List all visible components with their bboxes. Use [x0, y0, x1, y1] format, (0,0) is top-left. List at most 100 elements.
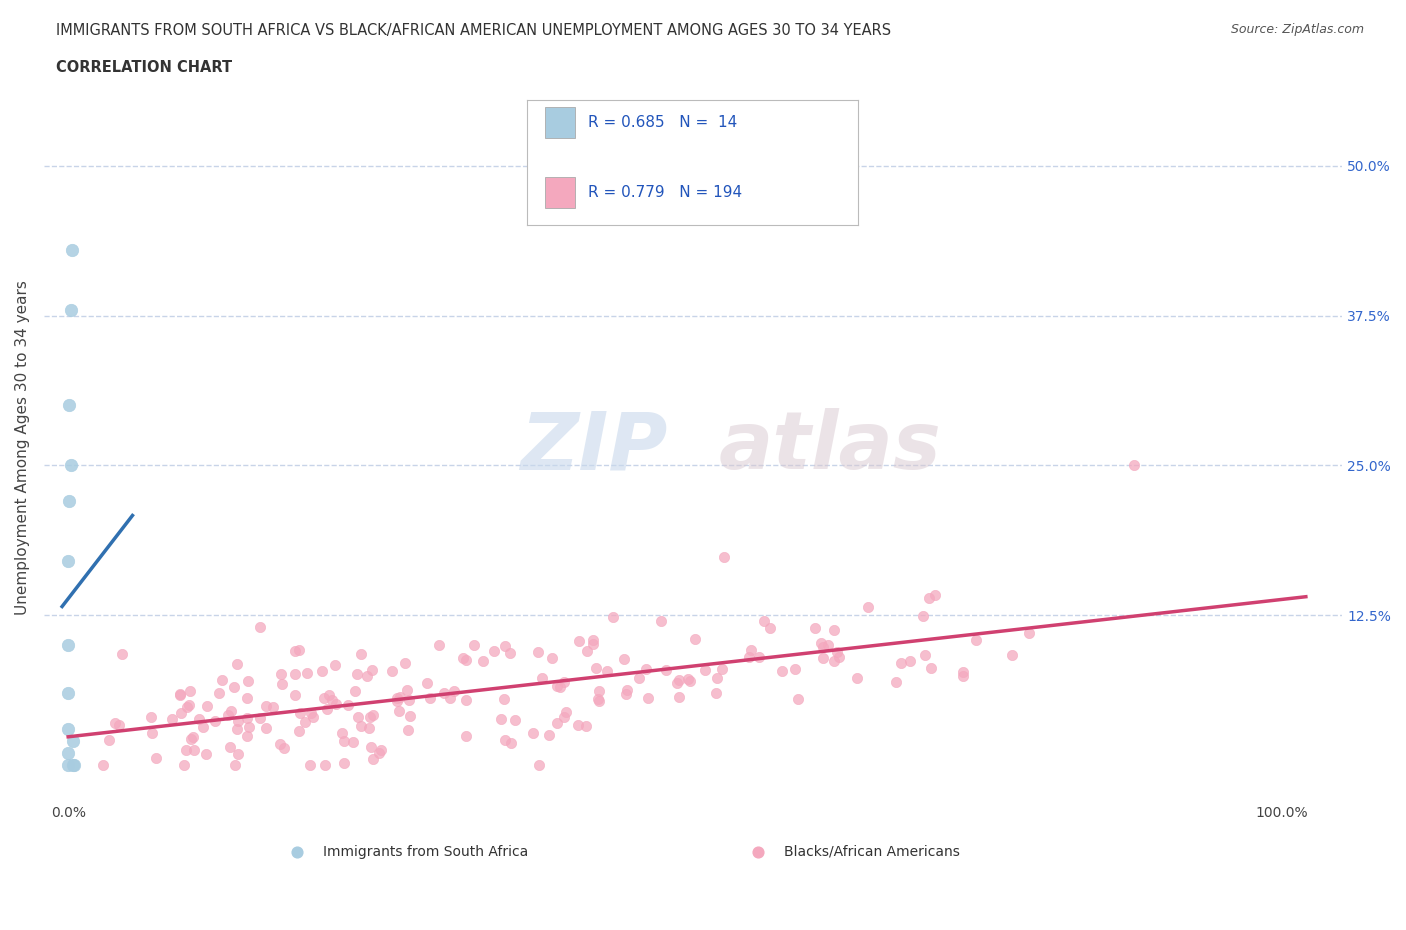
Point	[325, 697, 347, 711]
Point	[846, 671, 869, 686]
Point	[394, 656, 416, 671]
Point	[416, 676, 439, 691]
Text: R = 0.779   N = 194: R = 0.779 N = 194	[588, 185, 742, 200]
Point	[886, 674, 908, 689]
Point	[174, 742, 197, 757]
Point	[783, 661, 806, 676]
Point	[890, 656, 912, 671]
Point	[270, 667, 292, 682]
Point	[823, 653, 845, 668]
Point	[787, 692, 810, 707]
Point	[770, 664, 793, 679]
Point	[582, 636, 605, 651]
Point	[236, 711, 259, 726]
Point	[269, 737, 291, 751]
Point	[349, 647, 371, 662]
Point	[668, 689, 690, 704]
Point	[361, 707, 384, 722]
Point	[463, 638, 485, 653]
Point	[582, 632, 605, 647]
Point	[284, 667, 307, 682]
Point	[226, 747, 249, 762]
Point	[828, 650, 851, 665]
Point	[333, 734, 356, 749]
Point	[160, 712, 183, 727]
Point	[333, 755, 356, 770]
Point	[59, 458, 82, 472]
Point	[668, 672, 690, 687]
Point	[194, 747, 217, 762]
Point	[59, 302, 82, 317]
Point	[388, 704, 411, 719]
Point	[588, 684, 610, 698]
Point	[360, 740, 382, 755]
Point	[56, 722, 79, 737]
Point	[454, 693, 477, 708]
Point	[225, 657, 247, 671]
Point	[804, 620, 827, 635]
Point	[238, 720, 260, 735]
Point	[710, 661, 733, 676]
Point	[346, 666, 368, 681]
Point	[1018, 625, 1040, 640]
Point	[546, 715, 568, 730]
Point	[952, 669, 974, 684]
Point	[238, 673, 260, 688]
Point	[575, 718, 598, 733]
Point	[585, 660, 607, 675]
Point	[284, 644, 307, 658]
Point	[321, 692, 343, 707]
Point	[627, 671, 650, 685]
Point	[195, 698, 218, 713]
Point	[323, 658, 346, 672]
Point	[443, 684, 465, 698]
Point	[273, 740, 295, 755]
Point	[254, 698, 277, 713]
Point	[553, 709, 575, 724]
Point	[588, 694, 610, 709]
Point	[288, 643, 311, 658]
Point	[456, 729, 478, 744]
Point	[256, 721, 278, 736]
Point	[586, 692, 609, 707]
Point	[56, 637, 79, 652]
Point	[298, 757, 321, 772]
Text: CORRELATION CHART: CORRELATION CHART	[56, 60, 232, 75]
Point	[634, 661, 657, 676]
Point	[914, 647, 936, 662]
Point	[60, 243, 83, 258]
Point	[318, 687, 340, 702]
Point	[299, 706, 322, 721]
Point	[693, 662, 716, 677]
Point	[655, 663, 678, 678]
Point	[139, 710, 162, 724]
Point	[898, 654, 921, 669]
Point	[817, 637, 839, 652]
Point	[546, 679, 568, 694]
Point	[858, 600, 880, 615]
Point	[219, 704, 242, 719]
Point	[568, 633, 591, 648]
Point	[314, 691, 336, 706]
Point	[63, 757, 86, 772]
Point	[614, 687, 637, 702]
Point	[740, 643, 762, 658]
Point	[385, 694, 408, 709]
Point	[284, 687, 307, 702]
Point	[613, 652, 636, 667]
Point	[181, 729, 204, 744]
Point	[596, 663, 619, 678]
Point	[56, 553, 79, 568]
Point	[825, 644, 848, 659]
Point	[169, 686, 191, 701]
Text: R = 0.685   N =  14: R = 0.685 N = 14	[588, 115, 737, 130]
Point	[1001, 648, 1024, 663]
Point	[58, 494, 80, 509]
Point	[357, 721, 380, 736]
Point	[759, 620, 782, 635]
Y-axis label: Unemployment Among Ages 30 to 34 years: Unemployment Among Ages 30 to 34 years	[15, 280, 30, 615]
Point	[301, 709, 323, 724]
Point	[370, 742, 392, 757]
Point	[748, 649, 770, 664]
Point	[62, 757, 84, 772]
